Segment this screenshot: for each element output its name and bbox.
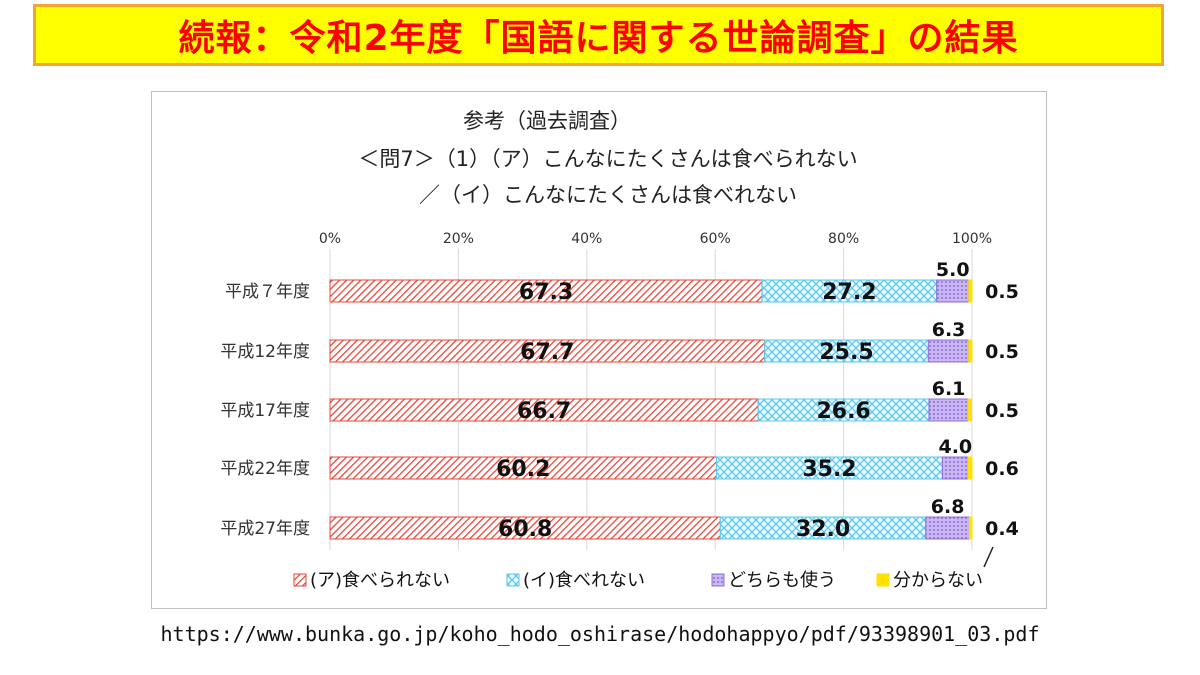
chart-title-line-2: ＜問7＞（1）（ア）こんなにたくさんは食べられない bbox=[358, 147, 857, 171]
x-tick-label: 0% bbox=[319, 231, 341, 247]
data-label: 60.2 bbox=[496, 457, 550, 482]
bar-segment-d bbox=[968, 516, 973, 540]
data-label: 6.3 bbox=[932, 319, 966, 341]
legend-label: 分からない bbox=[893, 570, 983, 591]
legend-swatch bbox=[711, 573, 725, 587]
data-label: 4.0 bbox=[938, 436, 972, 458]
bar-segment-c bbox=[925, 516, 970, 540]
category-label: 平成22年度 bbox=[220, 459, 310, 479]
data-label: 6.1 bbox=[932, 378, 966, 400]
bar-segment-d bbox=[967, 456, 973, 480]
bar-segment-d bbox=[968, 339, 973, 363]
bar-segment-c bbox=[928, 398, 969, 422]
bar-segment-d bbox=[967, 398, 972, 422]
data-label: 35.2 bbox=[802, 457, 856, 482]
data-label: 0.5 bbox=[985, 400, 1019, 422]
data-label: 67.7 bbox=[520, 340, 574, 365]
data-label: 67.3 bbox=[519, 280, 573, 305]
leader-line bbox=[983, 546, 994, 568]
data-label: 27.2 bbox=[822, 280, 876, 305]
legend-label: どちらも使う bbox=[728, 570, 836, 591]
data-label: 0.5 bbox=[985, 341, 1019, 363]
data-label: 6.8 bbox=[931, 496, 965, 518]
title-banner: 続報：令和2年度「国語に関する世論調査」の結果 bbox=[33, 4, 1164, 66]
category-label: 平成７年度 bbox=[225, 282, 310, 302]
bar-segment-c bbox=[936, 279, 970, 303]
bar-segment-d bbox=[968, 279, 973, 303]
x-tick-label: 40% bbox=[571, 231, 602, 247]
data-label: 0.4 bbox=[985, 518, 1019, 540]
category-label: 平成17年度 bbox=[220, 401, 310, 421]
legend-label: (イ)食べれない bbox=[523, 570, 645, 591]
chart-frame: 参考（過去調査） ＜問7＞（1）（ア）こんなにたくさんは食べられない ／（イ）こんな… bbox=[151, 91, 1047, 609]
category-label: 平成27年度 bbox=[220, 519, 310, 539]
legend-swatch bbox=[506, 573, 520, 587]
chart-title-line-3: ／（イ）こんなにたくさんは食べれない bbox=[419, 183, 797, 207]
data-label: 32.0 bbox=[796, 517, 850, 542]
data-label: 0.6 bbox=[985, 458, 1019, 480]
x-tick-label: 20% bbox=[443, 231, 474, 247]
x-tick-label: 60% bbox=[700, 231, 731, 247]
legend-swatch bbox=[876, 573, 890, 587]
data-label: 66.7 bbox=[517, 399, 571, 424]
chart-title-line-1: 参考（過去調査） bbox=[463, 109, 631, 133]
data-label: 26.6 bbox=[816, 399, 870, 424]
legend-label: (ア)食べられない bbox=[310, 570, 450, 591]
legend-swatch bbox=[293, 573, 307, 587]
bar-segment-c bbox=[927, 339, 970, 363]
banner-title: 続報：令和2年度「国語に関する世論調査」の結果 bbox=[178, 18, 1019, 59]
bar-segment-c bbox=[941, 456, 969, 480]
stacked-bar-chart: 参考（過去調査） ＜問7＞（1）（ア）こんなにたくさんは食べられない ／（イ）こんな… bbox=[220, 109, 1019, 591]
data-label: 60.8 bbox=[498, 517, 552, 542]
data-label: 5.0 bbox=[936, 259, 970, 281]
data-label: 0.5 bbox=[985, 281, 1019, 303]
source-url: https://www.bunka.go.jp/koho_hodo_oshira… bbox=[160, 622, 1040, 646]
category-label: 平成12年度 bbox=[220, 342, 310, 362]
x-tick-label: 100% bbox=[952, 231, 992, 247]
x-tick-label: 80% bbox=[828, 231, 859, 247]
data-label: 25.5 bbox=[819, 340, 873, 365]
